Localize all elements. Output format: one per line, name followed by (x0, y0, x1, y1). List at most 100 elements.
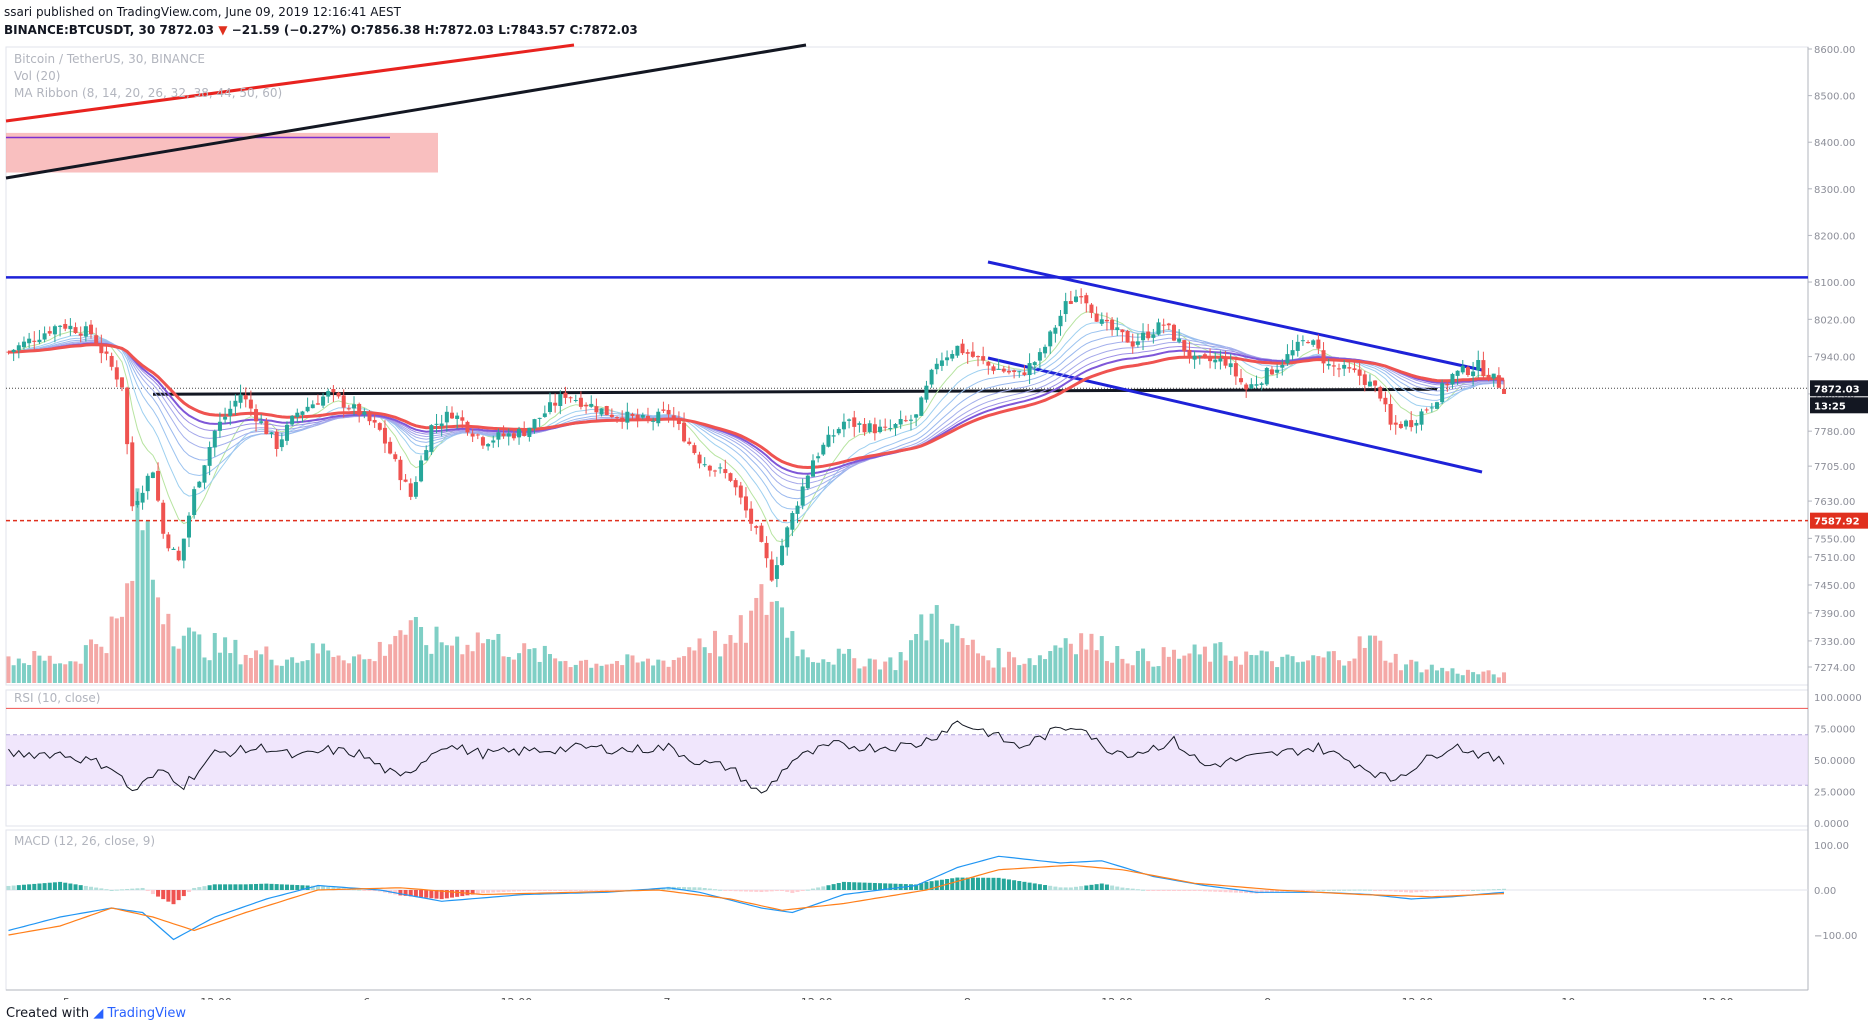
volume-bar (826, 661, 831, 683)
volume-bar (372, 661, 377, 683)
macd-histogram-bar (279, 884, 284, 890)
macd-histogram-bar (496, 890, 501, 893)
legend-rsi: RSI (10, close) (14, 691, 101, 705)
volume-bar (532, 648, 537, 683)
candle-body (480, 437, 485, 446)
macd-histogram-bar (310, 885, 315, 890)
candle-body (326, 391, 331, 397)
macd-histogram-bar (73, 884, 78, 890)
candle-body (1141, 332, 1146, 341)
candle-body (486, 444, 491, 447)
macd-histogram-bar (1146, 890, 1151, 891)
volume-bar (284, 659, 289, 683)
candle-body (733, 480, 738, 488)
candle-body (99, 343, 104, 354)
macd-histogram-bar (109, 890, 114, 891)
macd-histogram-bar (1166, 890, 1171, 891)
macd-histogram-bar (584, 890, 589, 891)
candle-body (1290, 350, 1295, 356)
macd-histogram-bar (186, 890, 191, 893)
candle-body (568, 397, 573, 399)
candle-body (1280, 364, 1285, 368)
macd-histogram-bar (1135, 889, 1140, 891)
macd-histogram-bar (419, 890, 424, 898)
macd-histogram-bar (991, 877, 996, 890)
rsi-line (8, 720, 1505, 794)
macd-tick-label: −100.00 (1814, 931, 1857, 942)
volume-bar (1342, 665, 1347, 683)
volume-bar (1440, 667, 1445, 683)
macd-histogram-bar (197, 887, 202, 890)
macd-histogram-bar (774, 890, 779, 892)
candle-body (1084, 295, 1089, 304)
macd-histogram-bar (981, 877, 986, 890)
candle-body (429, 425, 434, 452)
volume-bar (1146, 661, 1151, 683)
volume-bar (460, 654, 465, 683)
volume-bar (1264, 651, 1269, 683)
macd-histogram-bar (1404, 890, 1409, 893)
volume-bar (52, 663, 57, 683)
macd-histogram-bar (1233, 890, 1238, 893)
rsi-band (6, 734, 1808, 786)
volume-bar (83, 645, 88, 683)
candle-body (821, 444, 826, 455)
candle-body (305, 406, 310, 412)
volume-bar (1347, 661, 1352, 683)
volume-bar (547, 654, 552, 683)
candle-body (166, 534, 171, 549)
candle-body (228, 408, 233, 416)
price-tick-label: 7630.00 (1814, 497, 1855, 508)
macd-histogram-bar (965, 877, 970, 890)
volume-bar (6, 656, 11, 683)
candle-body (1326, 363, 1331, 366)
candle-body (831, 435, 836, 437)
macd-histogram-bar (1445, 890, 1450, 891)
volume-bar (1063, 638, 1068, 683)
ribbon-line-38 (8, 341, 1505, 485)
volume-bar (450, 645, 455, 683)
candle-body (1099, 319, 1104, 324)
volume-bar (1404, 664, 1409, 683)
volume-bar (630, 655, 635, 683)
candle-body (1073, 296, 1078, 302)
volume-bar (94, 644, 99, 683)
macd-histogram-bar (99, 888, 104, 890)
volume-bar (872, 659, 877, 683)
candle-body (1120, 329, 1125, 333)
macd-histogram-bar (908, 884, 913, 890)
volume-bar (965, 644, 970, 683)
macd-histogram-bar (1300, 890, 1305, 891)
candle-body (130, 442, 135, 507)
candle-body (836, 428, 841, 434)
candle-body (878, 426, 883, 433)
volume-bar (785, 637, 790, 683)
legend-macd: MACD (12, 26, close, 9) (14, 834, 156, 848)
candle-body (259, 421, 264, 423)
macd-histogram-bar (1022, 881, 1027, 890)
candle-body (780, 545, 785, 565)
volume-bar (1300, 661, 1305, 683)
candle-body (517, 428, 522, 438)
candle-body (1058, 315, 1063, 327)
candle-body (52, 326, 57, 335)
volume-bar (888, 657, 893, 683)
high-value: H:7872.03 (424, 23, 495, 37)
candle-body (284, 424, 289, 441)
macd-histogram-bar (439, 890, 444, 900)
volume-bar (800, 649, 805, 683)
tradingview-logo-icon[interactable]: ◢ TradingView (93, 1006, 186, 1021)
candle-body (1032, 362, 1037, 366)
candle-body (1269, 369, 1274, 375)
candle-body (563, 392, 568, 398)
macd-histogram-bar (94, 887, 99, 890)
chart-canvas[interactable]: 8600.008500.008400.008300.008200.008100.… (0, 0, 1873, 1000)
candle-body (1259, 383, 1264, 385)
candle-body (331, 388, 336, 393)
volume-bar (1244, 651, 1249, 683)
candle-body (841, 421, 846, 430)
macd-histogram-bar (749, 890, 754, 892)
volume-bar (295, 662, 300, 683)
candle-body (682, 422, 687, 442)
macd-histogram-bar (1496, 888, 1501, 890)
